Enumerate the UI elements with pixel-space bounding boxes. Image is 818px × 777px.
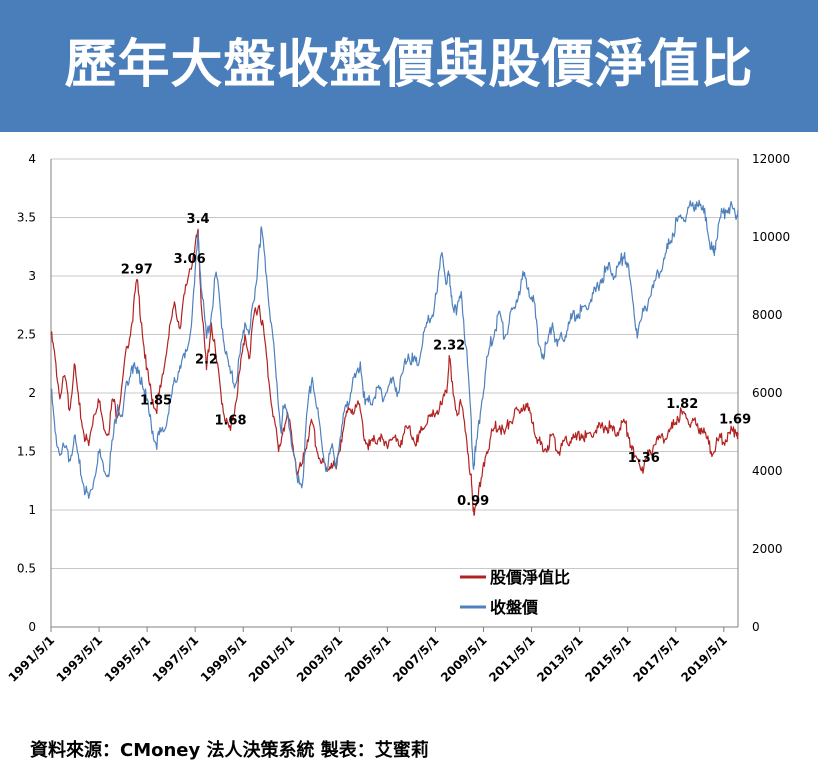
y-left-tick-label: 2.5 — [17, 328, 36, 342]
x-tick-label: 1991/5/1 — [6, 633, 58, 685]
y-right-tick-label: 10000 — [752, 230, 790, 244]
annotation-label: 1.36 — [628, 451, 660, 466]
annotation-label: 2.2 — [195, 353, 218, 368]
annotation-label: 2.97 — [121, 263, 153, 278]
annotation-label: 2.32 — [433, 339, 465, 354]
x-tick-label: 2015/5/1 — [582, 633, 634, 685]
x-tick-label: 1999/5/1 — [198, 633, 250, 685]
y-axis-right: 0 2000 4000 6000 8000 10000 12000 — [752, 152, 790, 634]
x-tick-label: 2007/5/1 — [390, 633, 442, 685]
y-left-tick-label: 1.5 — [17, 445, 36, 459]
legend-label: 股價淨值比 — [490, 568, 570, 587]
annotations: 2.97 3.06 3.4 2.2 1.85 1.68 2.32 0.99 1.82 1.36 1.… — [121, 212, 751, 509]
x-tick-label: 2011/5/1 — [486, 633, 538, 685]
x-tick-label: 2009/5/1 — [438, 633, 490, 685]
annotation-label: 1.69 — [719, 412, 751, 427]
y-right-tick-label: 4000 — [752, 464, 783, 478]
y-left-tick-label: 1 — [28, 503, 36, 517]
y-right-tick-label: 0 — [752, 620, 760, 634]
series-lines — [50, 199, 739, 516]
chart: 0 0.5 1 1.5 2 2.5 3 3.5 4 0 2000 4000 6000 8000 10000… — [6, 152, 791, 685]
series-line-pb — [50, 228, 739, 516]
x-tick-label: 1997/5/1 — [150, 633, 202, 685]
annotation-label: 1.68 — [214, 413, 246, 428]
title-banner: 歷年大盤收盤價與股價淨值比 — [0, 0, 818, 132]
y-right-tick-label: 12000 — [752, 152, 790, 166]
x-tick-label: 2019/5/1 — [678, 633, 730, 685]
y-right-tick-label: 6000 — [752, 386, 783, 400]
y-left-tick-label: 0 — [28, 620, 36, 634]
x-tick-label: 2005/5/1 — [342, 633, 394, 685]
annotation-label: 1.85 — [140, 394, 172, 409]
x-tick-label: 2003/5/1 — [294, 633, 346, 685]
annotation-label: 1.82 — [666, 397, 698, 412]
y-right-tick-label: 2000 — [752, 542, 783, 556]
y-left-tick-label: 3.5 — [17, 211, 36, 225]
annotation-label: 0.99 — [457, 494, 489, 509]
y-right-tick-label: 8000 — [752, 308, 783, 322]
annotation-label: 3.4 — [187, 212, 210, 227]
series-line-close — [51, 199, 739, 499]
x-tick-label: 2017/5/1 — [630, 633, 682, 685]
annotation-label: 3.06 — [174, 252, 206, 267]
y-axis-left: 0 0.5 1 1.5 2 2.5 3 3.5 4 — [17, 152, 36, 634]
x-tick-label: 1995/5/1 — [102, 633, 154, 685]
gridlines — [51, 158, 738, 628]
x-tick-label: 2001/5/1 — [246, 633, 298, 685]
y-left-tick-label: 0.5 — [17, 562, 36, 576]
x-tick-label: 1993/5/1 — [54, 633, 106, 685]
legend-label: 收盤價 — [490, 598, 539, 617]
y-left-tick-label: 2 — [28, 386, 36, 400]
page-title: 歷年大盤收盤價與股價淨值比 — [64, 35, 754, 95]
source-note: 資料來源：CMoney 法人決策系統 製表：艾蜜莉 — [30, 740, 429, 761]
x-tick-label: 2013/5/1 — [534, 633, 586, 685]
y-left-tick-label: 4 — [28, 152, 36, 166]
y-left-tick-label: 3 — [28, 269, 36, 283]
